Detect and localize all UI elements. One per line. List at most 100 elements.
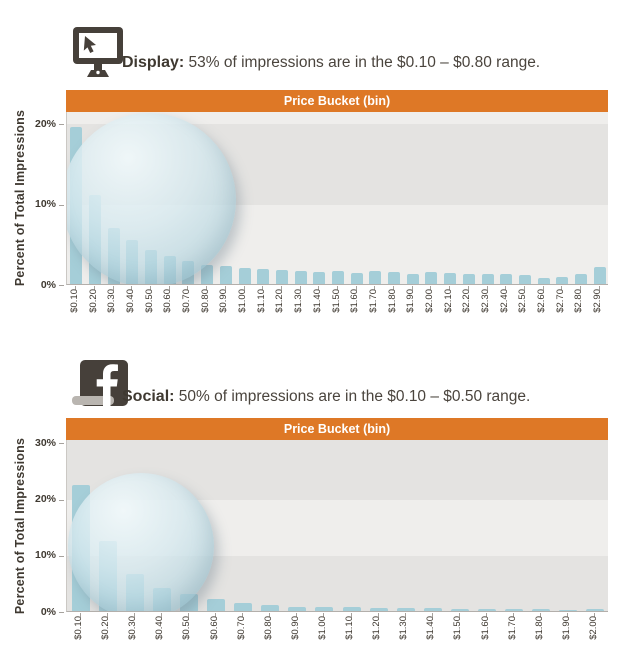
display-chart-title-text: 53% of impressions are in the $0.10 – $0… bbox=[184, 54, 541, 71]
x-tick-label: $0.90 bbox=[289, 616, 301, 640]
bar-$1.90 bbox=[559, 609, 578, 611]
bar-$1.90 bbox=[406, 273, 419, 284]
x-tick-mark bbox=[112, 286, 114, 290]
bar-$1.10 bbox=[342, 607, 361, 611]
bar-$0.90 bbox=[219, 266, 232, 284]
x-tick-mark bbox=[280, 286, 282, 290]
x-tick-label: $1.80 bbox=[386, 289, 398, 313]
x-tick-mark bbox=[206, 286, 208, 290]
x-tick-label: $1.50 bbox=[330, 289, 342, 313]
bar-$2.20 bbox=[462, 273, 475, 284]
x-tick-label: $0.20 bbox=[87, 289, 99, 313]
x-tick-mark bbox=[79, 613, 81, 617]
x-tick-label: $1.90 bbox=[560, 616, 572, 640]
x-tick-mark bbox=[355, 286, 357, 290]
x-tick-label: $1.70 bbox=[506, 616, 518, 640]
bar-$1.60 bbox=[350, 272, 363, 284]
x-tick-label: $1.10 bbox=[344, 616, 356, 640]
x-tick-label: $1.30 bbox=[293, 289, 305, 313]
x-tick-mark bbox=[133, 613, 135, 617]
x-tick-label: $0.20 bbox=[100, 616, 112, 640]
x-tick-mark bbox=[323, 613, 325, 617]
x-tick-label: $2.30 bbox=[480, 289, 492, 313]
x-tick-label: $1.40 bbox=[311, 289, 323, 313]
x-tick-label: $0.40 bbox=[154, 616, 166, 640]
x-tick-mark bbox=[430, 286, 432, 290]
display-chart-title-lead: Display: bbox=[122, 54, 185, 71]
bar-$1.20 bbox=[275, 269, 288, 284]
y-tick-mark bbox=[59, 499, 64, 501]
bar-$1.10 bbox=[257, 268, 270, 284]
x-tick-label: $0.90 bbox=[218, 289, 230, 313]
social-chart-title-lead: Social: bbox=[122, 388, 175, 405]
watermark-sphere bbox=[68, 473, 214, 611]
bar-$1.30 bbox=[396, 608, 415, 611]
x-tick-label: $2.20 bbox=[461, 289, 473, 313]
bar-$1.70 bbox=[369, 271, 382, 284]
x-tick-mark bbox=[579, 286, 581, 290]
bar-$1.60 bbox=[478, 608, 497, 611]
x-tick-label: $1.90 bbox=[405, 289, 417, 313]
x-tick-mark bbox=[75, 286, 77, 290]
x-tick-label: $0.30 bbox=[106, 289, 118, 313]
x-tick-mark bbox=[269, 613, 271, 617]
x-tick-mark bbox=[513, 613, 515, 617]
bar-$2.70 bbox=[556, 276, 569, 284]
x-tick-mark bbox=[243, 286, 245, 290]
x-tick-mark bbox=[431, 613, 433, 617]
x-tick-mark bbox=[337, 286, 338, 290]
bar-$2.50 bbox=[518, 275, 531, 284]
bar-$0.90 bbox=[288, 606, 307, 611]
x-tick-label: $1.40 bbox=[425, 616, 437, 640]
x-tick-label: $1.30 bbox=[398, 616, 410, 640]
facebook-icon bbox=[72, 360, 130, 414]
x-tick-label: $0.10 bbox=[68, 289, 80, 313]
x-tick-label: $1.60 bbox=[479, 616, 491, 640]
bar-$2.80 bbox=[574, 274, 587, 284]
x-tick-mark bbox=[224, 286, 226, 290]
x-tick-mark bbox=[458, 613, 460, 617]
x-tick-mark bbox=[131, 286, 133, 290]
x-tick-mark bbox=[540, 613, 542, 617]
bar-$2.00 bbox=[586, 609, 605, 611]
bar-$0.70 bbox=[234, 603, 253, 611]
x-tick-label: $0.70 bbox=[180, 289, 192, 313]
bar-$1.00 bbox=[315, 606, 334, 611]
x-tick-label: $0.50 bbox=[143, 289, 155, 313]
x-tick-label: $0.10 bbox=[73, 616, 85, 640]
bar-$0.80 bbox=[261, 605, 280, 611]
x-tick-mark bbox=[350, 613, 352, 617]
bar-$2.00 bbox=[425, 271, 438, 284]
x-tick-mark bbox=[523, 286, 525, 290]
x-tick-mark bbox=[467, 286, 469, 290]
x-tick-label: $0.70 bbox=[235, 616, 247, 640]
x-tick-mark bbox=[449, 286, 451, 290]
display-monitor-icon bbox=[72, 26, 130, 80]
x-tick-mark bbox=[567, 613, 569, 617]
x-tick-label: $0.40 bbox=[124, 289, 136, 313]
x-tick-mark bbox=[411, 286, 413, 290]
x-tick-mark bbox=[318, 286, 320, 290]
x-tick-label: $0.80 bbox=[199, 289, 211, 313]
display-chart-header: Price Bucket (bin) bbox=[66, 90, 608, 112]
x-tick-mark bbox=[486, 613, 488, 617]
x-tick-label: $1.00 bbox=[237, 289, 249, 313]
y-tick-mark bbox=[59, 285, 64, 286]
x-tick-mark bbox=[594, 613, 596, 617]
grid-band bbox=[67, 112, 608, 124]
x-tick-mark bbox=[262, 286, 264, 290]
x-tick-mark bbox=[215, 613, 217, 617]
x-tick-label: $0.60 bbox=[208, 616, 220, 640]
x-tick-mark bbox=[374, 286, 376, 290]
y-tick-mark bbox=[59, 612, 64, 613]
social-chart-title: Social: 50% of impressions are in the $0… bbox=[122, 388, 530, 406]
x-tick-label: $1.70 bbox=[367, 289, 379, 313]
social-chart-title-text: 50% of impressions are in the $0.10 – $0… bbox=[174, 388, 531, 405]
bar-$0.60 bbox=[207, 599, 226, 611]
x-tick-mark bbox=[94, 286, 96, 290]
x-tick-label: $1.80 bbox=[533, 616, 545, 640]
x-tick-label: $0.80 bbox=[262, 616, 274, 640]
bar-$2.60 bbox=[537, 277, 550, 284]
x-tick-label: $2.40 bbox=[498, 289, 510, 313]
x-tick-mark bbox=[505, 286, 507, 290]
